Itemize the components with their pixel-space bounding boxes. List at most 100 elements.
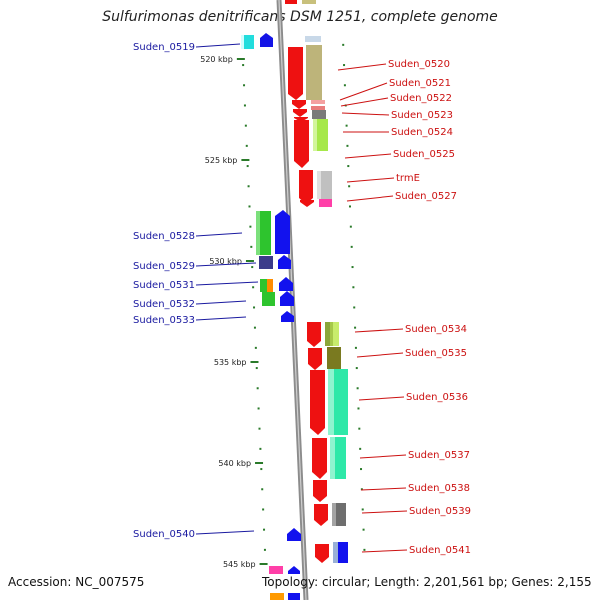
track-dot — [357, 407, 360, 410]
gene-feature-top-lightblue[interactable] — [305, 36, 321, 42]
gene-label-Suden_0527[interactable]: Suden_0527 — [395, 191, 457, 202]
label-leader-line — [339, 82, 388, 101]
gene-arrow-0537[interactable] — [312, 438, 327, 479]
gene-label-Suden_0535[interactable]: Suden_0535 — [405, 348, 467, 359]
gene-feature-0532[interactable] — [262, 292, 275, 306]
gene-label-Suden_0521[interactable]: Suden_0521 — [389, 78, 451, 89]
gene-arrow-0524[interactable] — [294, 120, 309, 168]
gene-label-Suden_0528[interactable]: Suden_0528 — [133, 231, 195, 242]
gene-feature-0519-cyan[interactable] — [242, 35, 254, 49]
gene-feature-0519-white[interactable] — [241, 35, 244, 49]
gene-label-Suden_0533[interactable]: Suden_0533 — [133, 315, 195, 326]
label-leader-line — [344, 153, 392, 159]
gene-arrow-0521[interactable] — [292, 100, 306, 109]
gene-feature-0529[interactable] — [259, 256, 273, 269]
gene-arrow-trmE[interactable] — [299, 170, 313, 204]
track-dot — [245, 144, 248, 147]
gene-label-Suden_0523[interactable]: Suden_0523 — [391, 110, 453, 121]
track-dot — [355, 367, 358, 370]
track-dot — [349, 225, 352, 228]
gene-feature-0523[interactable] — [312, 110, 326, 119]
gene-feature-0534-shade — [325, 322, 330, 346]
gene-feature-bottom-blue[interactable] — [288, 593, 300, 600]
gene-feature-bottom-orange[interactable] — [270, 593, 284, 600]
gene-label-Suden_0534[interactable]: Suden_0534 — [405, 324, 467, 335]
gene-label-Suden_0519[interactable]: Suden_0519 — [133, 42, 195, 53]
gene-label-Suden_0522[interactable]: Suden_0522 — [390, 93, 452, 104]
label-leader-line — [360, 487, 407, 491]
gene-arrow-0523[interactable] — [294, 115, 308, 122]
gene-arrow-0541[interactable] — [315, 544, 329, 563]
gene-feature-0541-shade — [333, 542, 338, 563]
gene-label-Suden_0541[interactable]: Suden_0541 — [409, 545, 471, 556]
gene-feature-0520[interactable] — [306, 45, 322, 100]
gene-label-Suden_0537[interactable]: Suden_0537 — [408, 450, 470, 461]
gene-feature-0521[interactable] — [311, 100, 325, 104]
track-dot — [348, 185, 351, 188]
gene-feature-top-red[interactable] — [285, 0, 297, 4]
gene-label-Suden_0536[interactable]: Suden_0536 — [406, 392, 468, 403]
gene-arrow-0529[interactable] — [278, 255, 291, 269]
label-leader-line — [346, 177, 395, 183]
gene-arrow-0539[interactable] — [314, 504, 328, 526]
gene-label-Suden_0520[interactable]: Suden_0520 — [388, 59, 450, 70]
gene-label-Suden_0539[interactable]: Suden_0539 — [409, 506, 471, 517]
gene-arrow-0534[interactable] — [307, 322, 321, 347]
track-dot — [363, 548, 366, 551]
track-dot — [348, 205, 351, 208]
gene-arrow-0527[interactable] — [300, 200, 314, 207]
tick-labels: 520 kbp 525 kbp 530 kbp 535 kbp 540 kbp 545 k… — [200, 55, 268, 569]
gene-arrow-0531[interactable] — [279, 277, 293, 291]
gene-arrow-0532[interactable] — [280, 291, 294, 306]
gene-feature-0531-orange[interactable] — [267, 279, 273, 292]
tick-label: 530 kbp — [209, 257, 242, 266]
label-leader-line — [337, 63, 387, 71]
gene-label-Suden_0531[interactable]: Suden_0531 — [133, 280, 195, 291]
gene-arrow-0535[interactable] — [308, 348, 322, 370]
track-dot — [350, 245, 353, 248]
gene-arrow-0519[interactable] — [260, 33, 273, 47]
gene-arrow-0538[interactable] — [313, 480, 327, 502]
label-leader-line — [195, 316, 247, 321]
track-dot — [242, 64, 245, 67]
gene-feature-0522[interactable] — [311, 106, 325, 110]
gene-label-Suden_0538[interactable]: Suden_0538 — [408, 483, 470, 494]
tick-label: 535 kbp — [214, 358, 247, 367]
track-dot — [360, 488, 363, 491]
gene-arrow-bottom[interactable] — [288, 566, 300, 574]
gene-arrow-0536[interactable] — [310, 370, 325, 435]
track-dot — [343, 64, 346, 67]
gene-feature-0531-green[interactable] — [260, 279, 267, 292]
gene-label-Suden_0524[interactable]: Suden_0524 — [391, 127, 453, 138]
gene-label-trmE[interactable]: trmE — [396, 173, 420, 184]
gene-arrow-0522[interactable] — [293, 109, 307, 117]
forward-strand-genes — [241, 33, 301, 600]
gene-arrow-0528[interactable] — [275, 210, 290, 254]
gene-arrow-0520[interactable] — [288, 47, 303, 100]
gene-feature-0527[interactable] — [319, 199, 332, 207]
gene-feature-bottom-pink[interactable] — [269, 566, 283, 574]
gene-feature-0535[interactable] — [327, 347, 341, 369]
track-dot — [257, 407, 260, 410]
reverse-strand-genes — [285, 0, 348, 563]
gene-arrow-0540[interactable] — [287, 528, 301, 541]
track-dot — [361, 508, 364, 511]
track-dot — [255, 367, 258, 370]
track-dot — [252, 286, 255, 289]
track-dot — [351, 266, 354, 269]
track-dot — [251, 266, 254, 269]
accession-text: Accession: NC_007575 — [8, 575, 145, 589]
gene-arrow-0533[interactable] — [281, 311, 294, 322]
track-dot — [243, 84, 246, 87]
gene-label-Suden_0540[interactable]: Suden_0540 — [133, 529, 195, 540]
label-leader-line — [341, 112, 390, 116]
track-dot — [250, 245, 253, 248]
gene-label-Suden_0529[interactable]: Suden_0529 — [133, 261, 195, 272]
track-dot — [243, 104, 246, 107]
tick-mark — [236, 58, 245, 60]
track-dot — [358, 427, 361, 430]
track-dot — [354, 346, 357, 349]
gene-feature-top-khaki[interactable] — [302, 0, 316, 4]
gene-label-Suden_0532[interactable]: Suden_0532 — [133, 299, 195, 310]
gene-label-Suden_0525[interactable]: Suden_0525 — [393, 149, 455, 160]
